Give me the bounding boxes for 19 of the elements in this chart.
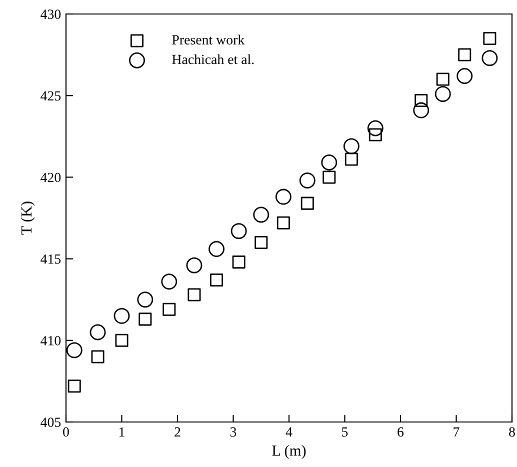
y-tick-label: 415 [40, 254, 61, 264]
y-tick-label: 430 [40, 10, 61, 19]
x-axis-title: L (m) [272, 445, 306, 459]
x-tick-label: 8 [509, 427, 515, 437]
x-tick-label: 2 [174, 427, 180, 436]
x-tick-label: 7 [454, 427, 460, 436]
x-tick-label: 4 [286, 427, 292, 436]
legend-label: Hachicah et al. [172, 54, 254, 64]
x-tick-label: 5 [342, 427, 348, 437]
y-tick-label: 420 [40, 172, 61, 182]
y-tick-label: 425 [40, 91, 61, 101]
x-tick-label: 1 [120, 427, 124, 436]
y-tick-label: 405 [40, 418, 61, 427]
x-tick-label: 6 [398, 427, 404, 437]
x-tick-label: 0 [63, 427, 69, 437]
x-tick-label: 3 [230, 427, 236, 437]
y-tick-label: 410 [40, 336, 61, 346]
y-axis-title: T (K) [20, 202, 35, 235]
legend-label: Present work [172, 34, 245, 45]
